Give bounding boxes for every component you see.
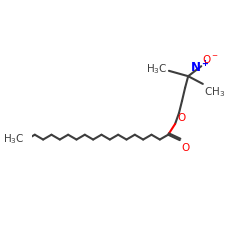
Text: $\mathregular{CH_3}$: $\mathregular{CH_3}$ xyxy=(204,86,226,99)
Text: $\mathregular{O}$: $\mathregular{O}$ xyxy=(181,141,191,153)
Text: $\mathregular{O^-}$: $\mathregular{O^-}$ xyxy=(202,54,219,66)
Text: $\mathregular{N^+}$: $\mathregular{N^+}$ xyxy=(190,60,209,76)
Text: $\mathregular{H_3C}$: $\mathregular{H_3C}$ xyxy=(146,62,168,76)
Text: $\mathregular{H_3C}$: $\mathregular{H_3C}$ xyxy=(3,133,25,146)
Text: $\mathregular{O}$: $\mathregular{O}$ xyxy=(177,111,186,123)
